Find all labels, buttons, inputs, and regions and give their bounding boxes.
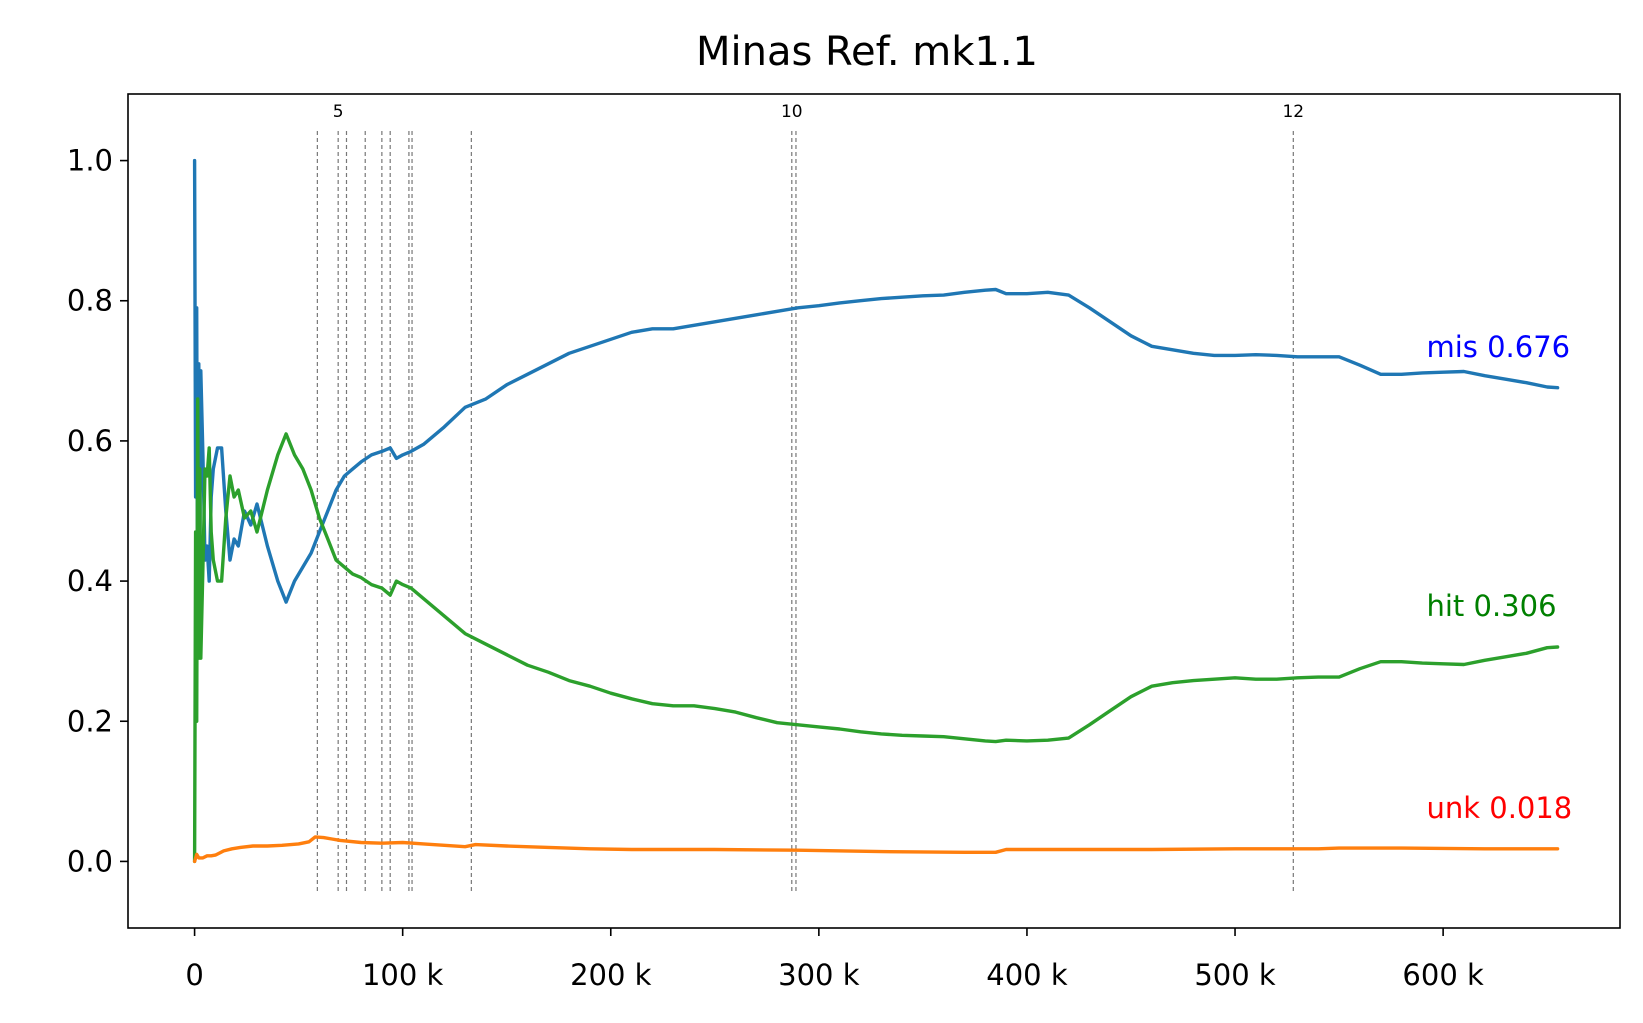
x-tick-label-5: 500 k: [1194, 958, 1276, 992]
x-tick-label-0: 0: [185, 958, 203, 992]
vertical-line-label-1: 5: [333, 102, 344, 122]
series-line-hit: [192, 397, 1560, 864]
x-tick-label-2: 200 k: [570, 958, 652, 992]
vertical-lines: 5 10 12: [316, 102, 1304, 891]
y-tick-label-5: 1.0: [67, 144, 113, 178]
vertical-line-label-11: 12: [1282, 102, 1304, 122]
chart-title: Minas Ref. mk1.1: [696, 29, 1038, 75]
annotation-0: mis 0.676: [1426, 330, 1570, 364]
y-tick-label-3: 0.6: [67, 424, 113, 458]
vertical-line-label-9: 10: [781, 102, 803, 122]
series-line-mis: [192, 158, 1560, 653]
annotation-2: unk 0.018: [1426, 791, 1572, 825]
x-tick-label-6: 600 k: [1402, 958, 1484, 992]
annotations: mis 0.676 hit 0.306 unk 0.018: [1426, 330, 1572, 825]
x-axis: 0 100 k 200 k 300 k 400 k 500 k 600 k: [185, 928, 1484, 992]
y-tick-label-2: 0.4: [67, 564, 113, 598]
series-lines: [192, 158, 1560, 864]
series-line-unk: [192, 835, 1560, 864]
y-tick-label-1: 0.2: [67, 704, 113, 738]
x-tick-label-3: 300 k: [778, 958, 860, 992]
y-tick-label-4: 0.8: [67, 284, 113, 318]
x-tick-label-1: 100 k: [362, 958, 444, 992]
plot-frame: [127, 93, 1621, 929]
y-axis: 0.0 0.2 0.4 0.6 0.8 1.0: [67, 144, 128, 878]
annotation-1: hit 0.306: [1426, 589, 1556, 623]
y-tick-label-0: 0.0: [67, 844, 113, 878]
x-tick-label-4: 400 k: [986, 958, 1068, 992]
